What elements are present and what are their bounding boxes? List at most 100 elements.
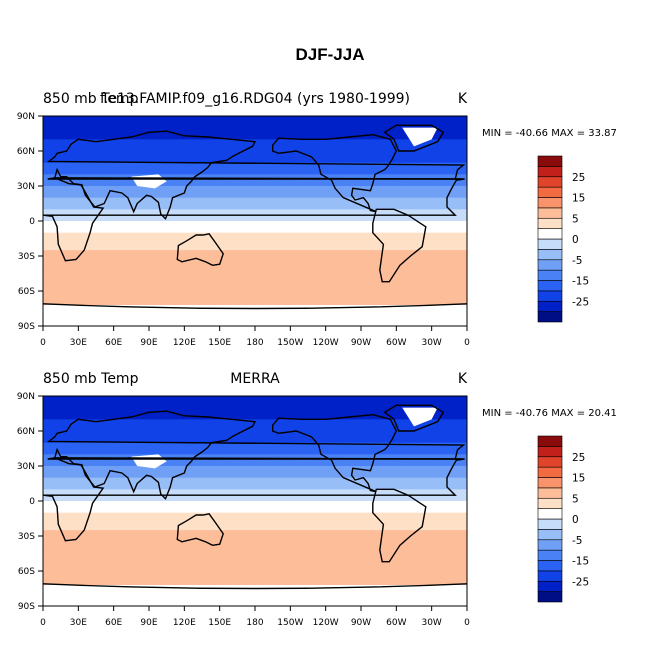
field-band — [43, 279, 467, 286]
y-tick-label: 60S — [18, 287, 35, 297]
field-band — [43, 466, 467, 473]
coastline — [43, 457, 465, 542]
x-tick-label: 120E — [173, 338, 196, 348]
field-band — [43, 215, 467, 222]
panel-merra: 0 30E 60E 90E 120E 150E 180 150W 120W 90W 60W 30W 09… — [17, 371, 617, 628]
colorbar-box — [537, 539, 563, 551]
colorbar-box — [537, 290, 563, 302]
field-band — [43, 396, 467, 403]
colorbar-box — [537, 207, 563, 219]
colorbar-box — [537, 228, 563, 240]
field-band — [43, 291, 467, 298]
field-band — [43, 524, 467, 531]
field-band — [43, 296, 467, 304]
x-tick-label: 120W — [313, 618, 339, 628]
missing-data-area — [43, 585, 467, 606]
colorbar-tick-label: 0 — [572, 234, 579, 246]
field-band — [43, 413, 467, 420]
colorbar-box — [537, 529, 563, 541]
min-max-label: MIN = -40.76 MAX = 20.41 — [482, 408, 617, 419]
field-band — [43, 127, 467, 135]
field-band — [43, 226, 467, 234]
colorbar-box — [537, 155, 563, 167]
field-band — [43, 407, 467, 415]
field-band — [43, 133, 467, 140]
field-band — [43, 571, 467, 578]
x-tick-label: 60W — [386, 618, 406, 628]
colorbar-tick-label: 25 — [572, 172, 585, 184]
x-tick-label: 150E — [208, 338, 231, 348]
y-tick-label: 90N — [17, 392, 35, 402]
unit-label: K — [458, 371, 468, 387]
colorbar-box — [537, 259, 563, 271]
x-tick-label: 90W — [351, 618, 371, 628]
field-band — [43, 512, 467, 520]
colorbar-box — [537, 508, 563, 520]
field-band — [43, 209, 467, 216]
x-tick-label: 150E — [208, 618, 231, 628]
field-band — [43, 477, 467, 485]
colorbar-box — [537, 249, 563, 261]
coastline — [383, 124, 445, 152]
x-tick-label: 180 — [246, 618, 263, 628]
y-tick-label: 90S — [18, 602, 35, 612]
y-tick-label: 0 — [29, 217, 35, 227]
colorbar-box — [537, 580, 563, 592]
field-band — [43, 156, 467, 164]
coastline — [383, 404, 445, 432]
field-band — [43, 273, 467, 280]
field-band — [43, 553, 467, 560]
left-label: 850 mb Temp — [43, 91, 139, 107]
x-tick-label: 120E — [173, 618, 196, 628]
colorbar-tick-label: 15 — [572, 193, 585, 205]
missing-data-area — [43, 305, 467, 326]
field-band — [43, 116, 467, 123]
field-band — [43, 168, 467, 175]
field-band — [43, 261, 467, 269]
coastline — [372, 208, 427, 283]
colorbar-box — [537, 487, 563, 499]
field-band — [43, 174, 467, 181]
y-tick-label: 60S — [18, 567, 35, 577]
x-tick-label: 90W — [351, 338, 371, 348]
x-tick-label: 0 — [40, 618, 46, 628]
min-max-label: MIN = -40.66 MAX = 33.87 — [482, 128, 617, 139]
field-band — [43, 151, 467, 158]
field-band — [43, 244, 467, 251]
y-tick-label: 30S — [18, 252, 35, 262]
colorbar-box — [537, 238, 563, 250]
colorbar-tick-label: -5 — [572, 255, 582, 267]
coastlines — [43, 404, 467, 590]
coastline — [43, 583, 467, 590]
x-tick-label: 0 — [464, 618, 470, 628]
field-band — [43, 576, 467, 584]
x-tick-label: 150W — [277, 618, 303, 628]
colorbar-box — [537, 217, 563, 229]
colorbar-box — [537, 477, 563, 489]
field-band — [43, 565, 467, 572]
colorbar-box — [537, 435, 563, 447]
colorbar-box — [537, 166, 563, 178]
field-band — [43, 454, 467, 461]
field-band — [43, 191, 467, 199]
y-tick-label: 60N — [17, 427, 35, 437]
field-band — [43, 232, 467, 240]
colorbar-box — [537, 197, 563, 209]
colorbar-box — [537, 186, 563, 198]
field-band — [43, 256, 467, 263]
field-band — [43, 501, 467, 508]
colorbar-tick-label: -25 — [572, 576, 589, 588]
x-tick-label: 0 — [40, 338, 46, 348]
colorbar-tick-label: 5 — [572, 493, 579, 505]
y-tick-label: 30N — [17, 182, 35, 192]
center-label: f.e13.FAMIP.f09_g16.RDG04 (yrs 1980-1999… — [100, 91, 410, 107]
field-band — [43, 285, 467, 292]
x-tick-label: 60E — [105, 338, 122, 348]
x-tick-label: 60E — [105, 618, 122, 628]
x-tick-label: 90E — [140, 338, 157, 348]
x-tick-label: 150W — [277, 338, 303, 348]
field-band — [43, 489, 467, 496]
colorbar-box — [537, 570, 563, 582]
y-tick-label: 90N — [17, 112, 35, 122]
